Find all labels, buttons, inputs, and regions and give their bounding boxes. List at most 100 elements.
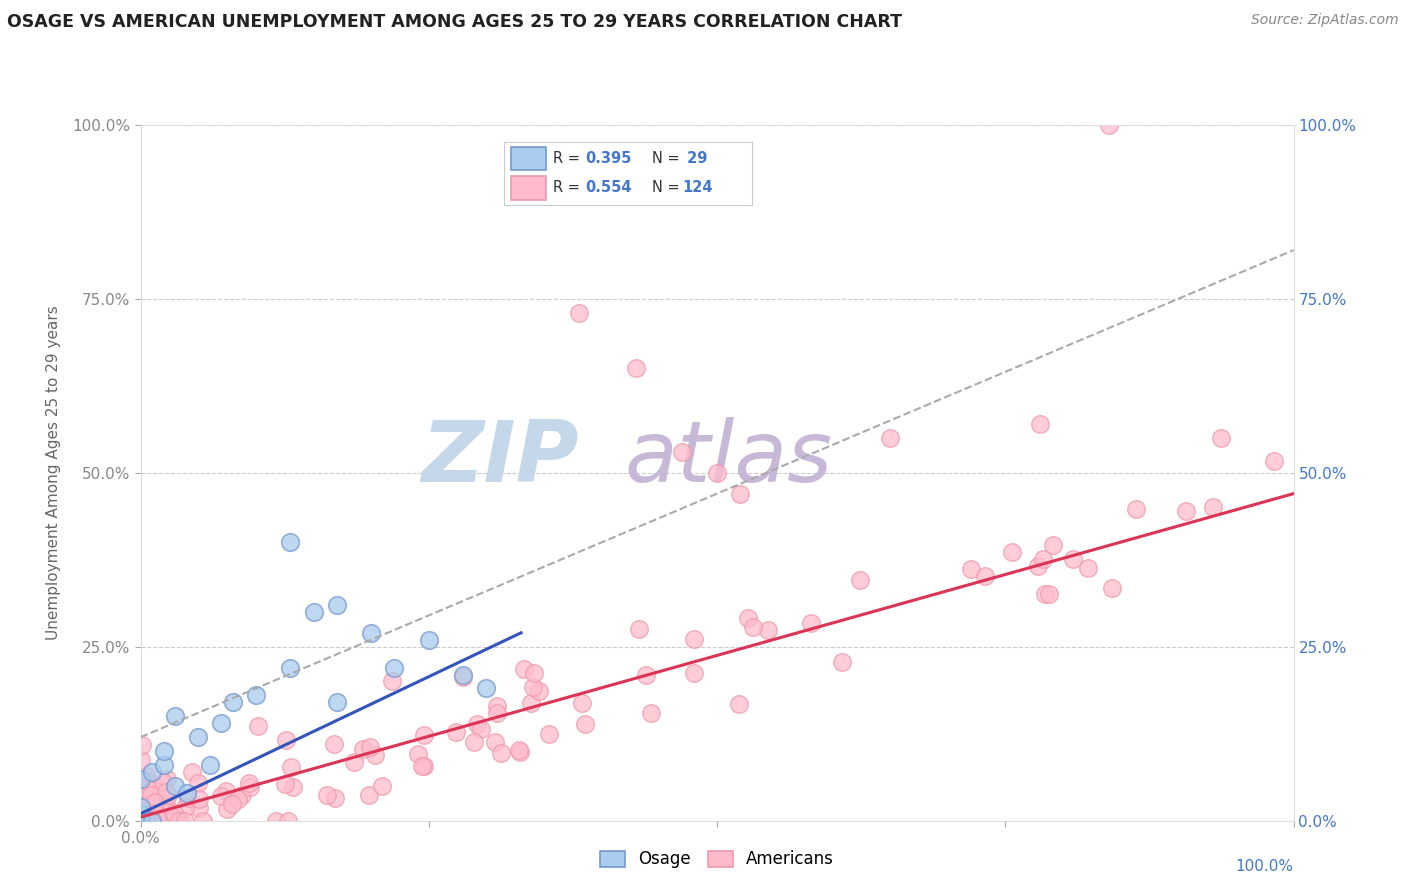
Point: [640, 706, 662, 720]
Point: [489, 746, 512, 760]
Point: [626, 361, 648, 376]
Point: [509, 745, 531, 759]
Point: [135, 797, 157, 812]
Point: [181, 764, 204, 779]
FancyBboxPatch shape: [512, 176, 546, 200]
Point: [276, 733, 298, 747]
Point: [221, 797, 243, 811]
Point: [879, 431, 901, 445]
Text: 29: 29: [682, 151, 707, 166]
Point: [728, 697, 751, 711]
Point: [167, 813, 190, 827]
Point: [135, 769, 157, 783]
Point: [1001, 544, 1024, 558]
Point: [131, 807, 153, 822]
Point: [463, 735, 485, 749]
Point: [209, 789, 232, 803]
Point: [155, 812, 177, 826]
Point: [187, 801, 209, 815]
Text: 124: 124: [682, 180, 713, 195]
Text: 0.395: 0.395: [585, 151, 631, 166]
Point: [264, 814, 287, 828]
Point: [627, 622, 650, 636]
Point: [470, 723, 492, 737]
Text: N =: N =: [652, 151, 685, 166]
Point: [129, 814, 152, 828]
Point: [150, 810, 173, 824]
Point: [174, 814, 197, 828]
Point: [134, 795, 156, 809]
Point: [238, 775, 260, 789]
Point: [131, 814, 153, 828]
Point: [165, 779, 187, 793]
Point: [280, 535, 302, 549]
Point: [187, 776, 209, 790]
Point: [139, 812, 162, 826]
Point: [135, 810, 157, 824]
Point: [143, 811, 166, 825]
Point: [453, 670, 475, 684]
Point: [222, 695, 245, 709]
Point: [134, 808, 156, 822]
Point: [141, 764, 163, 779]
Point: [359, 740, 381, 755]
Point: [406, 747, 429, 761]
Point: [325, 695, 347, 709]
Point: [302, 605, 325, 619]
Point: [139, 783, 162, 797]
Point: [239, 780, 262, 794]
Point: [187, 730, 209, 744]
Point: [568, 306, 591, 320]
Point: [519, 696, 541, 710]
Point: [136, 774, 159, 789]
Point: [359, 788, 381, 802]
Text: OSAGE VS AMERICAN UNEMPLOYMENT AMONG AGES 25 TO 29 YEARS CORRELATION CHART: OSAGE VS AMERICAN UNEMPLOYMENT AMONG AGE…: [7, 13, 903, 31]
Point: [1062, 551, 1084, 566]
Point: [382, 660, 405, 674]
Point: [513, 662, 536, 676]
Point: [380, 673, 402, 688]
Legend: Osage, Americans: Osage, Americans: [593, 844, 841, 875]
Point: [217, 802, 239, 816]
Text: atlas: atlas: [624, 417, 832, 500]
Point: [325, 598, 347, 612]
Point: [129, 753, 152, 767]
Point: [371, 780, 394, 794]
Text: R =: R =: [554, 151, 585, 166]
Text: ZIP: ZIP: [420, 417, 579, 500]
Point: [683, 665, 706, 680]
Point: [342, 756, 364, 770]
Point: [129, 814, 152, 828]
Point: [163, 805, 186, 820]
Point: [1077, 560, 1099, 574]
Point: [737, 611, 759, 625]
Point: [571, 696, 593, 710]
Point: [485, 706, 508, 721]
Point: [848, 573, 870, 587]
Point: [174, 800, 197, 814]
Point: [142, 805, 165, 820]
Point: [706, 466, 728, 480]
Point: [446, 724, 468, 739]
Point: [523, 665, 546, 680]
Point: [129, 772, 152, 786]
Point: [485, 699, 508, 714]
Point: [165, 709, 187, 723]
Point: [141, 814, 163, 828]
Point: [1042, 538, 1064, 552]
Point: [136, 811, 159, 825]
Text: 100.0%: 100.0%: [1236, 859, 1294, 874]
Point: [191, 814, 214, 828]
Y-axis label: Unemployment Among Ages 25 to 29 years: Unemployment Among Ages 25 to 29 years: [46, 305, 60, 640]
Point: [152, 758, 174, 772]
Point: [283, 780, 305, 794]
Point: [756, 623, 779, 637]
Point: [1032, 551, 1054, 566]
Point: [146, 808, 169, 822]
Point: [176, 786, 198, 800]
Point: [146, 812, 169, 826]
Point: [274, 777, 297, 791]
Point: [1202, 500, 1225, 514]
Point: [412, 758, 434, 772]
Point: [139, 788, 162, 802]
